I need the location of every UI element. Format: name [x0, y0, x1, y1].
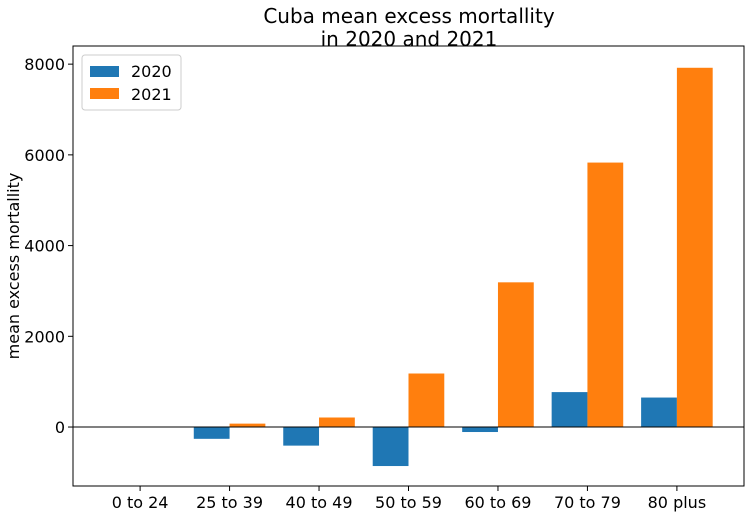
chart-title-line1: Cuba mean excess mortallity [263, 4, 555, 28]
bar-2021-25-to-39 [229, 423, 266, 428]
bar-2021-80-plus [676, 67, 713, 428]
bar-2020-50-to-59 [372, 427, 409, 467]
legend-swatch-2021 [90, 88, 119, 99]
y-axis-ticks: 0 2000 4000 6000 8000 [24, 55, 73, 437]
y-tick-label: 0 [55, 418, 65, 437]
legend-label-2021: 2021 [131, 85, 172, 104]
bar-2020-25-to-39 [193, 427, 230, 439]
y-tick-label: 4000 [24, 237, 65, 256]
x-tick-label: 60 to 69 [464, 493, 531, 512]
y-tick-label: 8000 [24, 55, 65, 74]
bar-2021-50-to-59 [408, 373, 445, 428]
x-tick-label: 25 to 39 [196, 493, 263, 512]
bar-2021-70-to-79 [587, 162, 624, 428]
bar-2021-60-to-69 [497, 282, 534, 428]
y-tick-label: 6000 [24, 146, 65, 165]
chart-title-line2: in 2020 and 2021 [321, 27, 498, 51]
legend-label-2020: 2020 [131, 62, 172, 81]
legend: 2020 2021 [81, 54, 182, 111]
x-tick-label: 50 to 59 [375, 493, 442, 512]
bar-2020-80-plus [641, 397, 677, 428]
bar-2020-60-to-69 [462, 427, 498, 433]
plot-frame [72, 45, 745, 487]
y-axis-label: mean excess mortallity [4, 173, 23, 360]
y-tick-label: 2000 [24, 327, 65, 346]
x-tick-label: 40 to 49 [286, 493, 353, 512]
bar-2020-70-to-79 [551, 392, 588, 428]
x-tick-label: 70 to 79 [554, 493, 621, 512]
x-tick-label: 80 plus [648, 493, 707, 512]
x-axis-ticks: 0 to 24 25 to 39 40 to 49 50 to 59 60 to 69 7… [112, 486, 706, 512]
bar-2021-40-to-49 [319, 417, 355, 428]
bars-group [193, 67, 713, 467]
legend-swatch-2020 [90, 66, 119, 77]
x-tick-label: 0 to 24 [112, 493, 169, 512]
bar-2020-40-to-49 [283, 427, 320, 446]
